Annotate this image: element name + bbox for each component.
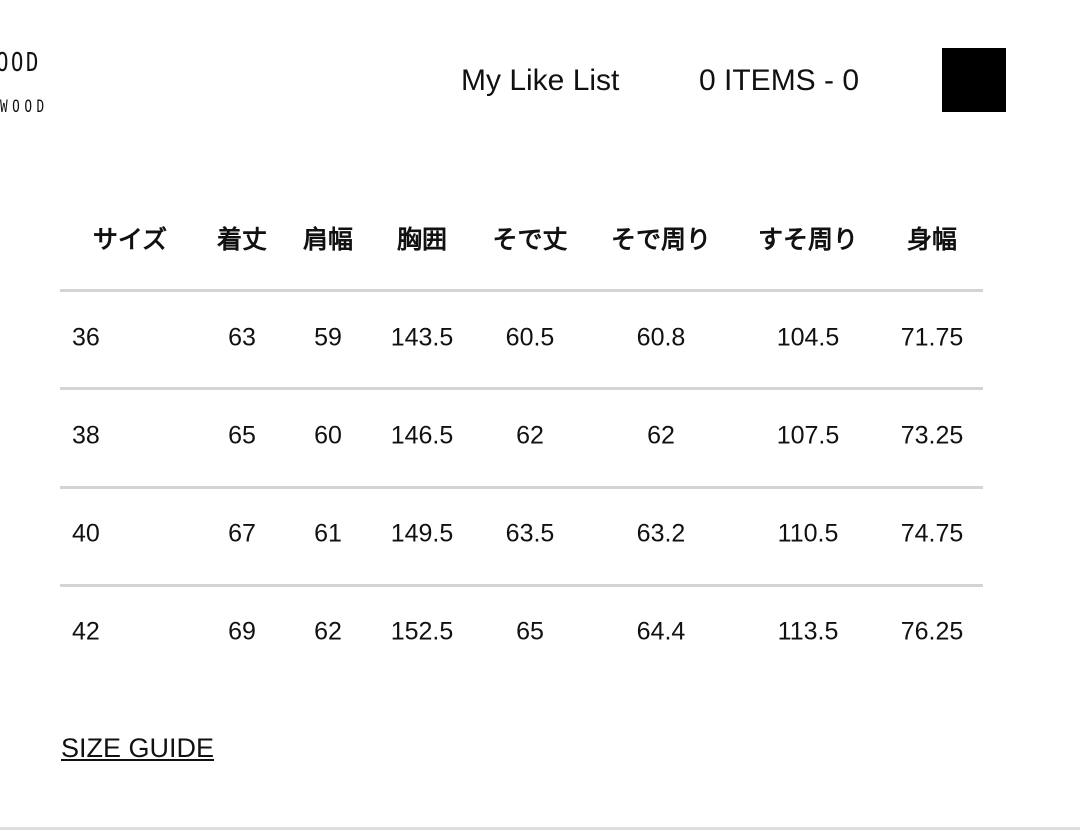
table-cell: 65 xyxy=(516,617,544,646)
table-cell: 60 xyxy=(314,421,342,450)
table-cell: 62 xyxy=(516,421,544,450)
size-label: 38 xyxy=(72,421,100,450)
size-label: 42 xyxy=(72,617,100,646)
table-cell: 63.5 xyxy=(505,519,555,548)
table-cell: 76.25 xyxy=(900,617,964,646)
column-header: 肩幅 xyxy=(302,225,354,254)
table-cell: 107.5 xyxy=(776,421,840,450)
table-cell: 60.5 xyxy=(505,323,555,352)
brand-logo[interactable]: OOD xyxy=(0,48,41,78)
cart-icon[interactable] xyxy=(942,48,1006,112)
column-header: すそ周り xyxy=(757,225,859,254)
table-cell: 67 xyxy=(228,519,256,548)
table-cell: 64.4 xyxy=(636,617,686,646)
table-cell: 104.5 xyxy=(776,323,840,352)
table-cell: 61 xyxy=(314,519,342,548)
column-header: そで周り xyxy=(610,225,712,254)
table-cell: 113.5 xyxy=(777,617,839,646)
row-divider xyxy=(60,387,983,390)
bottom-divider xyxy=(0,827,1080,830)
table-cell: 65 xyxy=(228,421,256,450)
table-cell: 62 xyxy=(647,421,675,450)
table-cell: 63 xyxy=(228,323,256,352)
table-cell: 59 xyxy=(314,323,342,352)
table-cell: 152.5 xyxy=(390,617,454,646)
my-like-list-link[interactable]: My Like List xyxy=(461,64,620,97)
column-header: 着丈 xyxy=(216,225,268,254)
table-cell: 60.8 xyxy=(636,323,686,352)
column-header: そで丈 xyxy=(492,225,568,254)
table-cell: 69 xyxy=(228,617,256,646)
size-guide-link[interactable]: SIZE GUIDE xyxy=(61,733,215,763)
cart-summary[interactable]: 0 ITEMS - 0 xyxy=(699,64,860,97)
size-label: 36 xyxy=(72,323,100,352)
table-cell: 62 xyxy=(314,617,342,646)
table-cell: 74.75 xyxy=(900,519,964,548)
table-cell: 143.5 xyxy=(390,323,454,352)
row-divider xyxy=(60,486,983,489)
column-header: 胸囲 xyxy=(396,225,448,254)
table-cell: 110.5 xyxy=(777,519,839,548)
table-cell: 146.5 xyxy=(390,421,454,450)
row-divider xyxy=(60,289,983,292)
table-cell: 63.2 xyxy=(636,519,686,548)
table-cell: 149.5 xyxy=(390,519,454,548)
table-cell: 71.75 xyxy=(900,323,964,352)
column-header: 身幅 xyxy=(906,225,958,254)
row-divider xyxy=(60,584,983,587)
table-cell: 73.25 xyxy=(900,421,964,450)
size-label: 40 xyxy=(72,519,100,548)
brand-logo-subtitle: WOOD xyxy=(0,97,49,117)
column-header: サイズ xyxy=(92,225,168,254)
